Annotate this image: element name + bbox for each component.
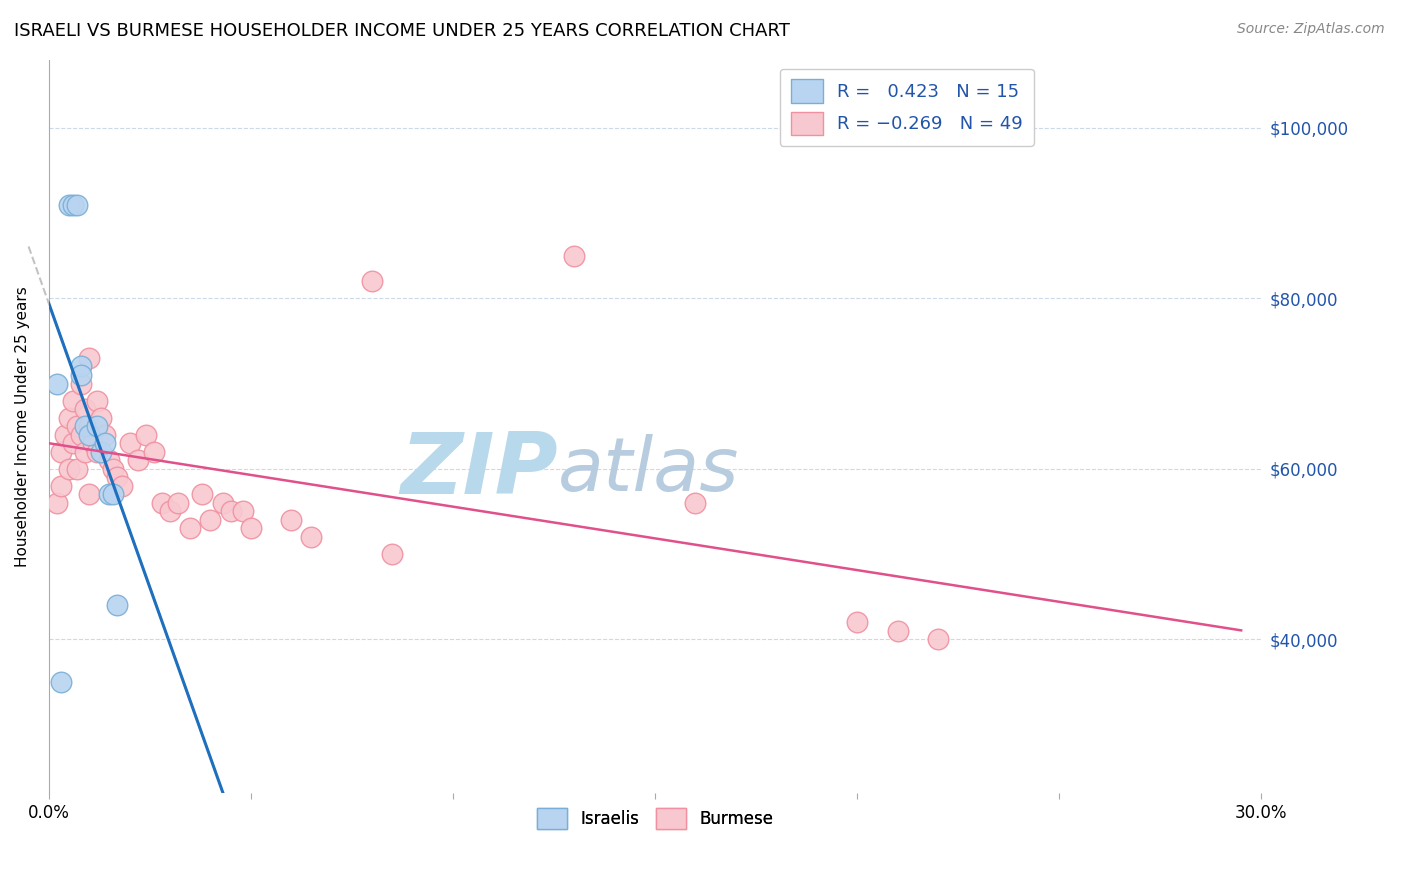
Point <box>118 436 141 450</box>
Point <box>159 504 181 518</box>
Point <box>927 632 949 647</box>
Point <box>103 487 125 501</box>
Point <box>90 410 112 425</box>
Point <box>361 274 384 288</box>
Point <box>62 393 84 408</box>
Legend: Israelis, Burmese: Israelis, Burmese <box>530 801 780 836</box>
Point <box>200 513 222 527</box>
Point <box>86 393 108 408</box>
Point <box>45 376 67 391</box>
Point <box>45 496 67 510</box>
Point <box>381 547 404 561</box>
Point <box>179 521 201 535</box>
Point <box>98 453 121 467</box>
Point <box>70 368 93 382</box>
Point <box>75 419 97 434</box>
Point <box>98 487 121 501</box>
Point <box>66 197 89 211</box>
Point <box>219 504 242 518</box>
Point <box>135 427 157 442</box>
Point <box>58 410 80 425</box>
Point <box>90 444 112 458</box>
Point <box>70 376 93 391</box>
Point <box>94 427 117 442</box>
Point <box>75 402 97 417</box>
Point <box>562 249 585 263</box>
Point <box>49 479 72 493</box>
Point <box>70 427 93 442</box>
Point <box>232 504 254 518</box>
Point <box>110 479 132 493</box>
Point <box>86 444 108 458</box>
Point <box>886 624 908 638</box>
Point <box>191 487 214 501</box>
Text: atlas: atlas <box>558 434 740 506</box>
Point <box>685 496 707 510</box>
Point <box>142 444 165 458</box>
Point <box>846 615 869 630</box>
Point <box>150 496 173 510</box>
Point <box>58 197 80 211</box>
Point <box>62 197 84 211</box>
Point <box>53 427 76 442</box>
Point <box>167 496 190 510</box>
Point <box>211 496 233 510</box>
Y-axis label: Householder Income Under 25 years: Householder Income Under 25 years <box>15 285 30 566</box>
Point <box>239 521 262 535</box>
Point <box>280 513 302 527</box>
Point <box>94 436 117 450</box>
Point <box>77 419 100 434</box>
Point <box>58 462 80 476</box>
Point <box>66 462 89 476</box>
Point <box>107 470 129 484</box>
Text: ZIP: ZIP <box>401 429 558 512</box>
Point <box>77 351 100 365</box>
Point <box>103 462 125 476</box>
Point <box>127 453 149 467</box>
Point <box>77 487 100 501</box>
Point <box>75 444 97 458</box>
Point <box>70 359 93 374</box>
Point <box>82 436 104 450</box>
Point <box>86 419 108 434</box>
Point <box>62 436 84 450</box>
Point <box>49 444 72 458</box>
Point <box>49 674 72 689</box>
Point <box>301 530 323 544</box>
Point <box>66 419 89 434</box>
Text: Source: ZipAtlas.com: Source: ZipAtlas.com <box>1237 22 1385 37</box>
Text: ISRAELI VS BURMESE HOUSEHOLDER INCOME UNDER 25 YEARS CORRELATION CHART: ISRAELI VS BURMESE HOUSEHOLDER INCOME UN… <box>14 22 790 40</box>
Point <box>77 427 100 442</box>
Point <box>107 598 129 612</box>
